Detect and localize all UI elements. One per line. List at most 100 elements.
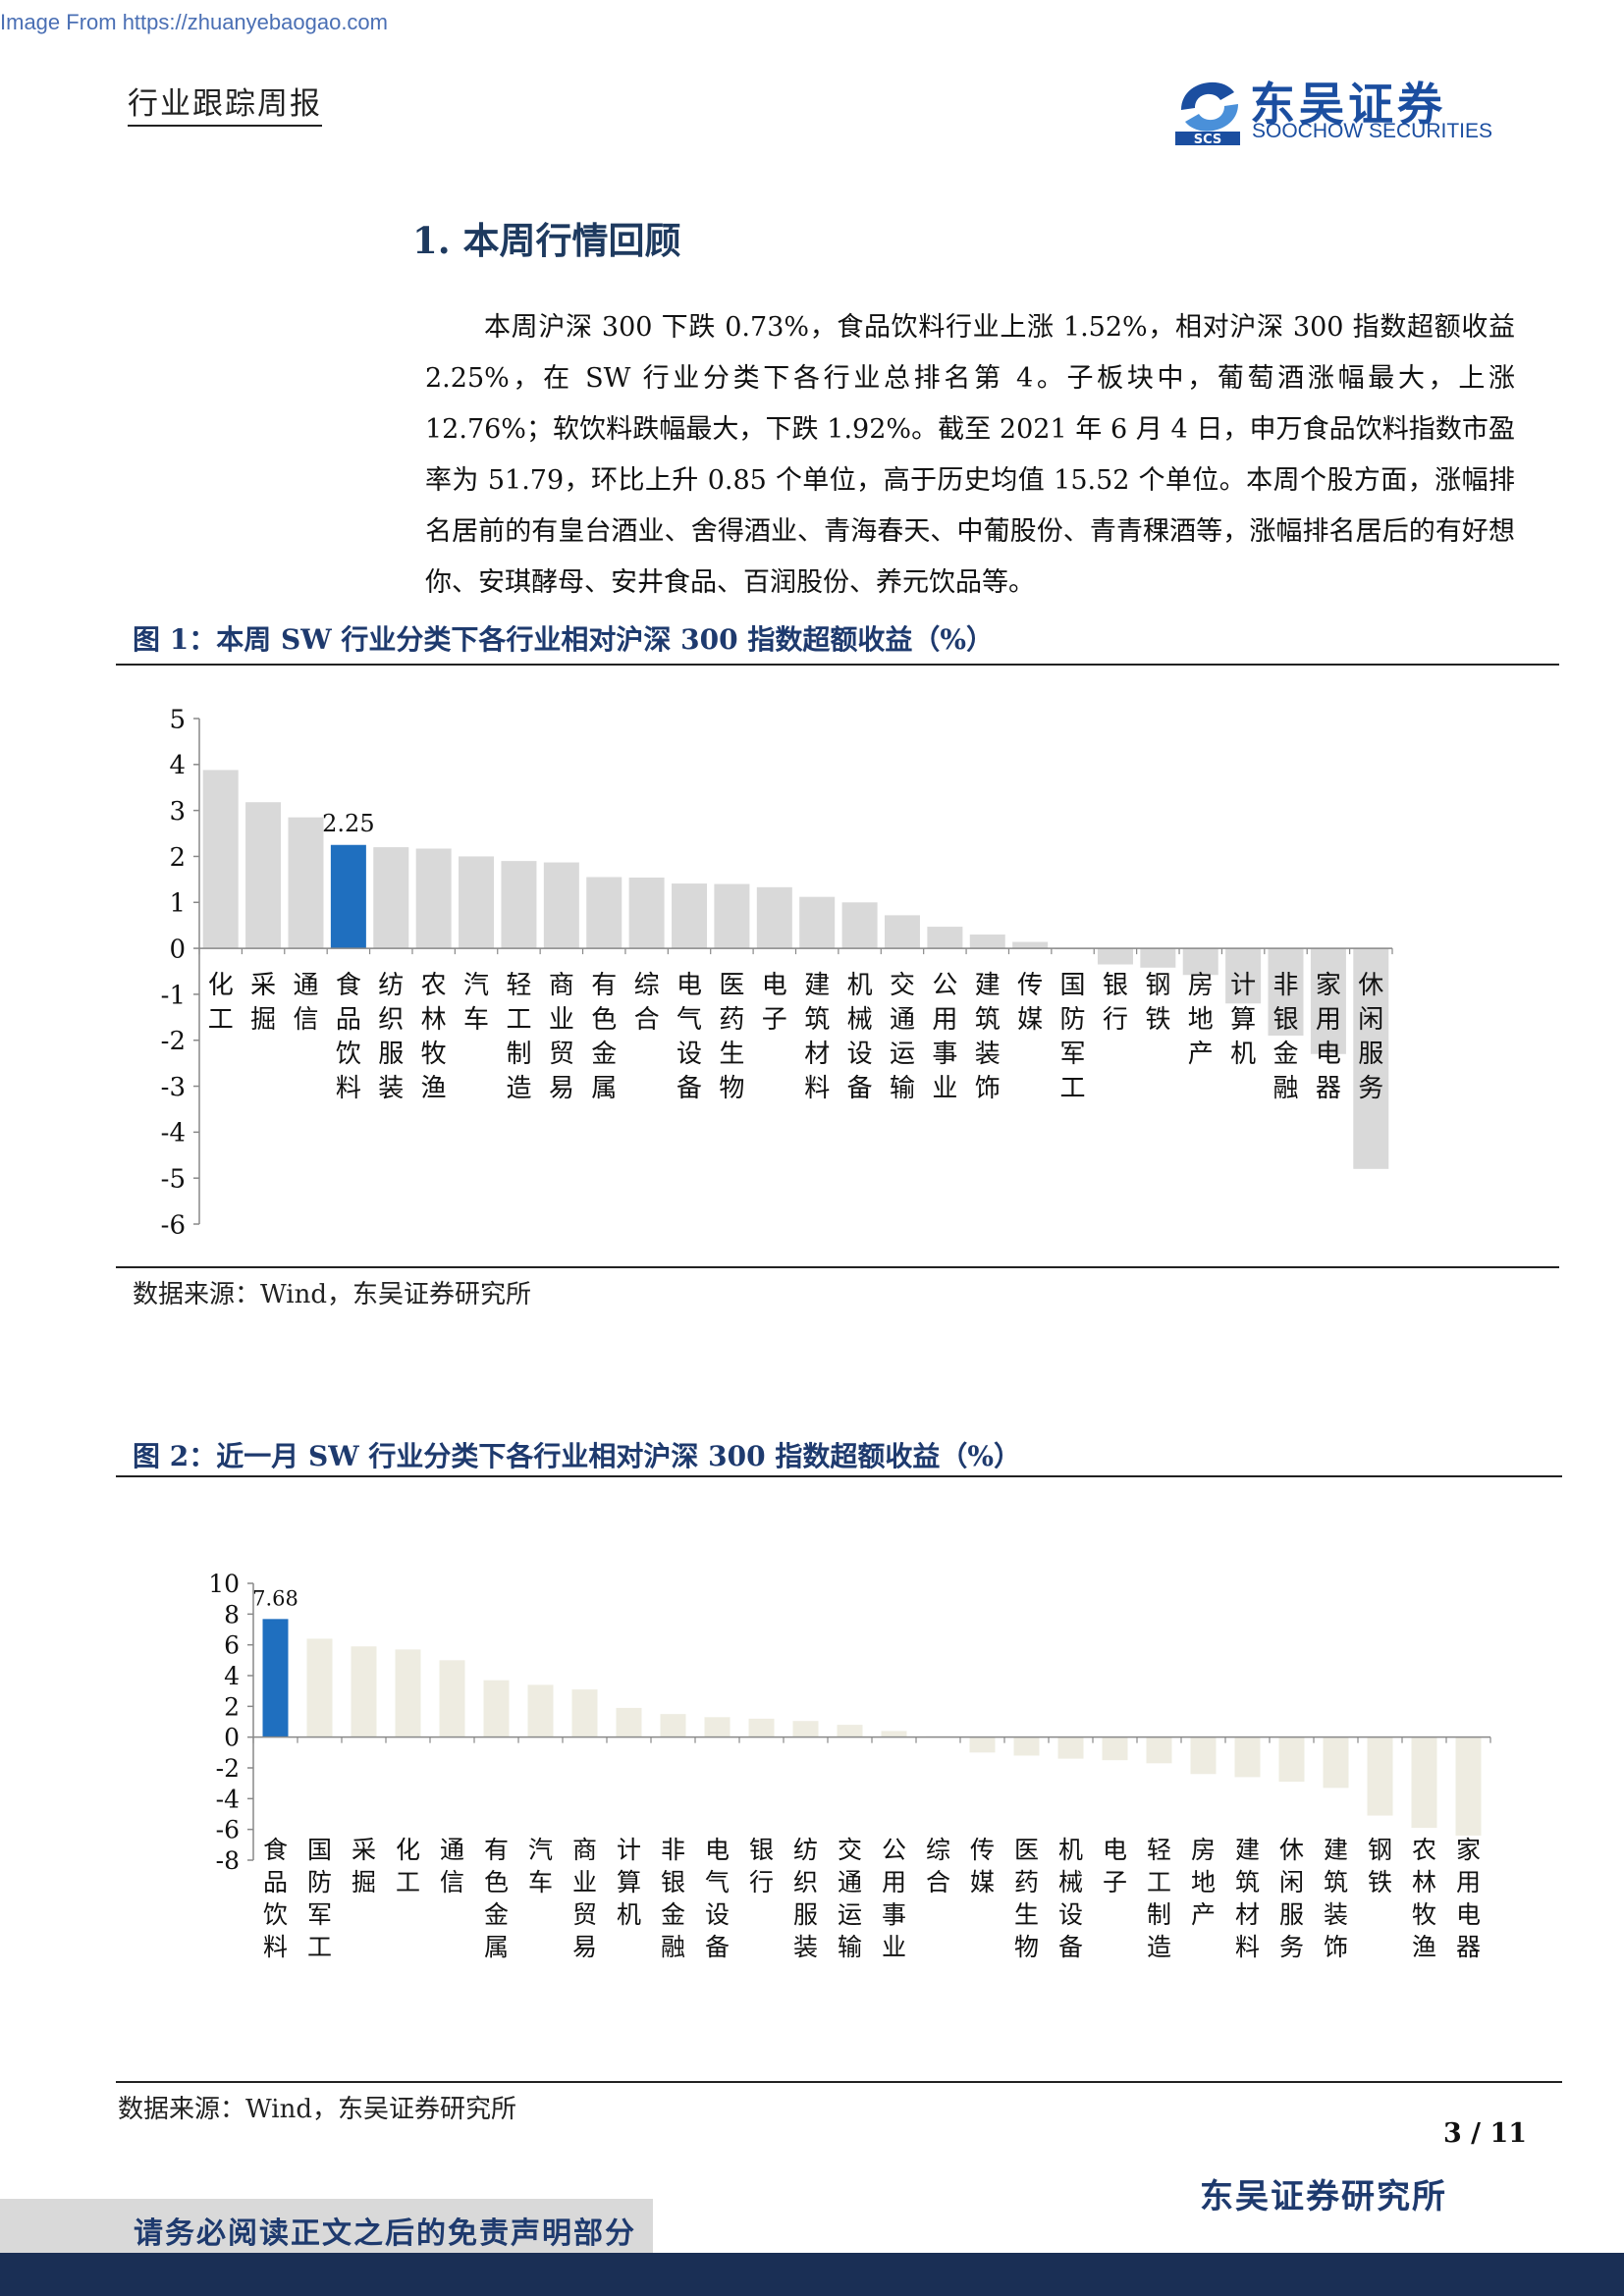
chart1-y-tick-label: -4 <box>216 1785 240 1813</box>
chart0-y-tick-label: 3 <box>169 797 186 827</box>
chart0-bar <box>415 848 452 949</box>
chart0-bar <box>1140 948 1176 968</box>
chart1-bar <box>483 1680 510 1737</box>
figure1-bar-chart: 5 4 3 2 1 0 -1 -2 -3 -4 -5 -6 化工采掘通信食品饮料纺织服装农林牧渔汽车轻工… <box>161 705 1393 1240</box>
chart0-category-label: 公用事业 <box>932 971 957 1103</box>
chart1-bar <box>571 1689 598 1737</box>
figure2-bottom-rule <box>116 2081 1562 2083</box>
chart1-bar <box>1411 1736 1437 1829</box>
soochow-logo: SCS 东吴证券 SOOCHOW SECURITIES <box>1173 71 1497 147</box>
chart1-bar <box>660 1714 686 1737</box>
chart1-bar <box>1146 1736 1172 1764</box>
chart0-category-label: 综合 <box>634 971 660 1035</box>
chart0-category-label: 交通运输 <box>890 971 915 1103</box>
chart0-category-label: 电气设备 <box>677 971 702 1103</box>
logo-cn-text: 东吴证券 <box>1250 78 1446 131</box>
chart0-bar <box>1225 948 1262 1004</box>
chart0-bar <box>288 817 324 949</box>
chart1-category-label: 医药生物 <box>1014 1836 1039 1961</box>
chart0-bar <box>459 856 495 949</box>
chart1-category-label: 钢铁 <box>1368 1836 1392 1896</box>
chart1-bar <box>1190 1736 1217 1775</box>
chart0-category-label: 电子 <box>762 971 787 1035</box>
chart0-category-label: 通信 <box>293 971 318 1035</box>
page-number: 3 / 11 <box>1443 2118 1528 2149</box>
chart0-y-tick-label: -5 <box>161 1165 186 1195</box>
chart0-y-tick-label: 4 <box>169 751 186 780</box>
chart0-bar <box>373 847 409 949</box>
chart0-bar <box>586 877 623 949</box>
chart0-category-label: 农林牧渔 <box>421 971 447 1103</box>
chart0-data-label: 2.25 <box>322 810 374 837</box>
chart1-category-label: 汽车 <box>528 1836 553 1896</box>
chart0-category-label: 食品饮料 <box>336 971 361 1103</box>
chart1-bar <box>616 1707 642 1737</box>
chart0-y-tick-label: -3 <box>161 1073 186 1102</box>
logo-mark-icon: SCS <box>1175 81 1240 147</box>
chart1-category-label: 电子 <box>1103 1836 1127 1896</box>
chart0-category-label: 非银金融 <box>1273 971 1299 1103</box>
weekly-review-paragraph: 本周沪深 300 下跌 0.73%，食品饮料行业上涨 1.52%，相对沪深 30… <box>425 312 1515 598</box>
chart0-bar <box>1268 948 1304 1037</box>
figure2-source: 数据来源：Wind，东吴证券研究所 <box>118 2095 516 2124</box>
chart1-category-label: 农林牧渔 <box>1412 1836 1436 1961</box>
chart1-bar <box>1102 1736 1128 1761</box>
chart0-category-label: 有色金属 <box>591 971 617 1103</box>
chart1-category-label: 公用事业 <box>882 1836 906 1961</box>
chart0-category-label: 房地产 <box>1188 971 1214 1069</box>
chart1-category-label: 机械设备 <box>1058 1836 1083 1961</box>
chart1-category-label: 化工 <box>396 1836 420 1896</box>
chart0-bar <box>714 883 750 949</box>
chart1-category-label: 休闲服务 <box>1279 1836 1304 1961</box>
chart0-y-tick-label: -2 <box>161 1027 186 1056</box>
chart0-y-tick-label: -6 <box>161 1210 186 1240</box>
chart1-y-tick-label: 2 <box>224 1692 240 1721</box>
chart1-bar <box>704 1717 731 1737</box>
chart1-bar <box>351 1646 377 1737</box>
chart1-category-label: 传媒 <box>970 1836 995 1896</box>
figure1-title: 图 1：本周 SW 行业分类下各行业相对沪深 300 指数超额收益（%） <box>133 623 994 656</box>
chart1-bar <box>792 1721 819 1737</box>
disclaimer-bar: 请务必阅读正文之后的免责声明部分 <box>0 2199 653 2253</box>
chart1-y-tick-label: 0 <box>224 1724 240 1752</box>
logo-mark-text: SCS <box>1194 133 1222 147</box>
chart1-category-label: 房地产 <box>1191 1836 1216 1929</box>
chart0-category-label: 商业贸易 <box>549 971 574 1103</box>
chart1-category-label: 交通运输 <box>838 1836 862 1961</box>
chart1-category-label: 有色金属 <box>484 1836 509 1961</box>
chart1-category-label: 国防军工 <box>307 1836 332 1961</box>
chart1-bar <box>306 1638 333 1737</box>
chart0-category-label: 钢铁 <box>1145 971 1170 1035</box>
chart1-bar <box>1323 1736 1349 1789</box>
footer-band <box>0 2253 1624 2296</box>
chart0-category-label: 休闲服务 <box>1358 971 1383 1103</box>
figure1-bottom-rule <box>116 1266 1559 1268</box>
chart1-bar <box>1455 1736 1482 1836</box>
chart0-category-label: 采掘 <box>250 971 276 1035</box>
chart0-category-label: 家用电器 <box>1316 971 1341 1103</box>
chart1-y-tick-label: 6 <box>224 1631 240 1660</box>
disclaimer-text: 请务必阅读正文之后的免责声明部分 <box>134 2216 636 2251</box>
chart0-bar <box>1353 948 1389 1169</box>
chart0-category-label: 纺织服装 <box>378 971 404 1103</box>
chart0-category-label: 汽车 <box>463 971 489 1035</box>
chart0-category-label: 建筑装饰 <box>975 971 1001 1103</box>
footer-org-name: 东吴证券研究所 <box>1200 2177 1447 2216</box>
chart1-y-tick-label: -6 <box>216 1816 240 1844</box>
chart1-y-tick-label: -8 <box>216 1846 240 1875</box>
chart0-y-tick-label: 2 <box>169 843 186 873</box>
chart0-category-label: 化工 <box>208 971 234 1035</box>
chart0-category-label: 国防军工 <box>1060 971 1086 1103</box>
chart0-bar <box>841 902 878 949</box>
chart1-category-label: 纺织服装 <box>793 1836 818 1961</box>
chart1-bar <box>1367 1736 1393 1816</box>
chart1-category-label: 建筑材料 <box>1235 1836 1260 1961</box>
chart1-y-tick-label: -2 <box>216 1754 240 1783</box>
chart1-category-label: 建筑装饰 <box>1324 1836 1348 1961</box>
chart1-bar <box>1278 1736 1305 1783</box>
chart1-y-tick-label: 8 <box>224 1600 240 1629</box>
section-title: 1. 本周行情回顾 <box>412 219 681 262</box>
chart1-bar <box>969 1736 996 1753</box>
chart1-data-label: 7.68 <box>252 1586 298 1610</box>
